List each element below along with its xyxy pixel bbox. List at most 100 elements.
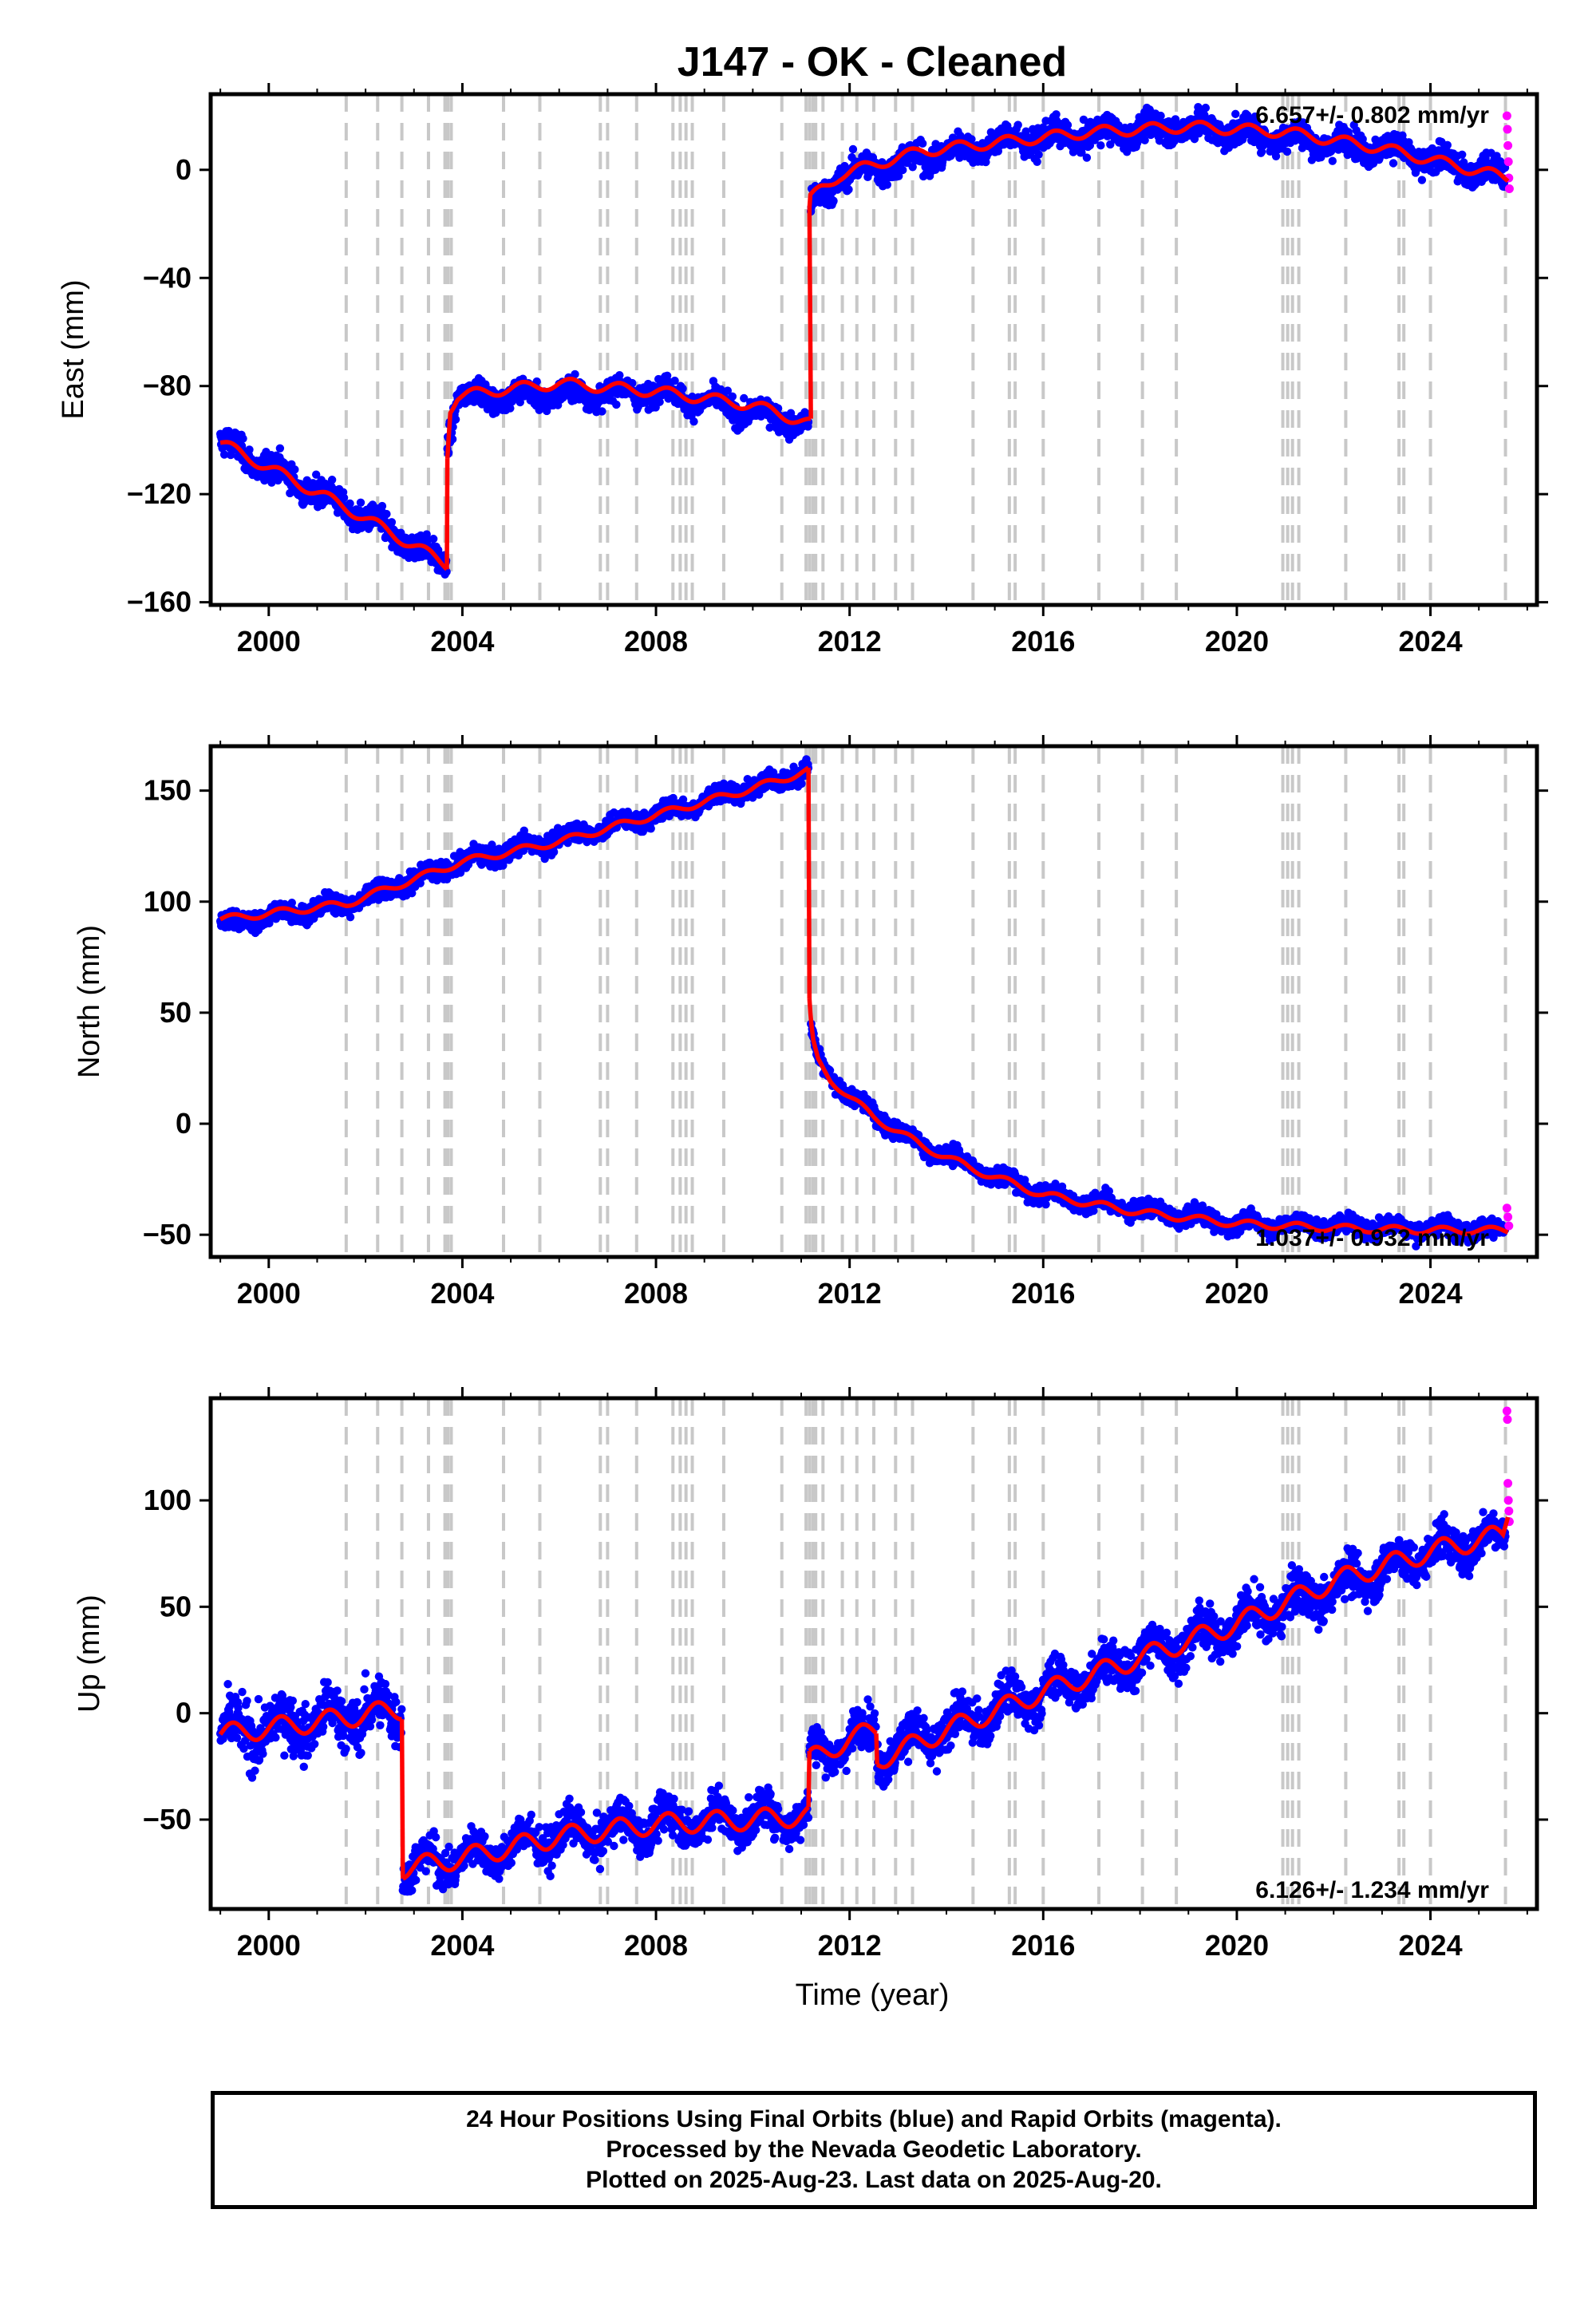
- rapid-orbit-point: [1504, 184, 1514, 194]
- final-orbit-point: [797, 779, 806, 788]
- final-orbit-point: [540, 854, 549, 864]
- x-tick-label: 2016: [1011, 625, 1075, 658]
- final-orbit-point: [1063, 121, 1073, 129]
- y-tick-label: 0: [176, 153, 192, 186]
- final-orbit-point: [927, 145, 937, 155]
- final-orbit-point: [563, 839, 572, 848]
- final-orbit-point: [646, 824, 655, 833]
- final-orbit-point: [688, 392, 697, 401]
- final-orbit-point: [356, 498, 365, 507]
- final-orbit-point: [918, 139, 927, 148]
- final-orbit-point: [1106, 140, 1115, 149]
- final-orbit-point: [499, 861, 508, 870]
- final-orbit-point: [689, 417, 698, 426]
- final-orbit-point: [451, 415, 460, 424]
- panel-frame: [208, 92, 1539, 607]
- final-orbit-point: [1021, 127, 1030, 136]
- final-orbit-point: [571, 370, 579, 379]
- final-orbit-point: [723, 386, 733, 395]
- final-orbit-point: [1271, 152, 1281, 160]
- final-orbit-point: [382, 509, 391, 519]
- final-orbit-point: [765, 423, 774, 432]
- x-tick-label: 2008: [624, 625, 688, 658]
- final-orbit-point: [1171, 115, 1180, 124]
- final-orbit-point: [1257, 147, 1266, 156]
- final-orbit-point: [219, 450, 229, 459]
- final-orbit-point: [327, 476, 337, 484]
- final-orbit-point: [883, 180, 892, 189]
- final-orbit-point: [1200, 110, 1209, 120]
- final-orbit-point: [286, 488, 294, 498]
- final-orbit-point: [290, 465, 299, 474]
- final-orbit-point: [1231, 109, 1240, 119]
- final-orbit-point: [1417, 176, 1427, 184]
- final-orbit-point: [1389, 159, 1398, 168]
- final-orbit-point: [844, 185, 853, 194]
- x-tick-label: 2012: [818, 625, 882, 658]
- panel-north: 2000 2004 2008 2012 2016 2020 2024150100500−50…: [73, 735, 1548, 1310]
- y-axis-label: East (mm): [57, 279, 90, 419]
- final-orbit-point: [1140, 136, 1149, 144]
- figure-title: J147 - OK - Cleaned: [678, 39, 1067, 85]
- final-orbit-point: [416, 879, 425, 887]
- final-orbit-point: [245, 445, 254, 454]
- final-orbit-point: [728, 392, 737, 401]
- y-tick-label: −40: [143, 261, 192, 294]
- plot-area: [215, 94, 1514, 605]
- model-offset-line: [444, 458, 450, 570]
- x-tick-label: 2020: [1205, 625, 1269, 658]
- final-orbit-point: [899, 165, 907, 175]
- final-orbit-point: [740, 393, 749, 403]
- final-orbit-point: [506, 404, 515, 413]
- final-orbit-point: [387, 518, 397, 527]
- final-orbit-point: [492, 409, 500, 417]
- final-orbit-point: [1282, 147, 1292, 156]
- final-orbit-point: [287, 898, 297, 907]
- final-orbit-point: [1052, 110, 1061, 119]
- final-orbit-point: [1079, 115, 1088, 124]
- final-orbit-point: [1358, 135, 1367, 144]
- model-line: [219, 440, 448, 571]
- rapid-orbit-point: [1503, 140, 1513, 150]
- panel-east: 2000 2004 2008 2012 2016 2020 20240−40−80−120−…: [57, 83, 1548, 658]
- y-tick-label: −120: [127, 477, 192, 510]
- final-orbit-point: [829, 196, 838, 205]
- final-orbit-point: [612, 400, 621, 409]
- final-orbit-point: [275, 444, 285, 453]
- final-orbit-point: [549, 848, 559, 856]
- final-orbit-point: [239, 434, 247, 443]
- final-orbit-point: [1082, 153, 1092, 162]
- final-orbit-point: [628, 378, 637, 388]
- final-orbit-point: [429, 535, 438, 543]
- rapid-orbit-point: [1502, 111, 1511, 121]
- x-tick-label: 2000: [237, 625, 301, 658]
- final-orbit-point: [1443, 140, 1452, 150]
- x-tick-label: 2024: [1399, 625, 1463, 658]
- final-orbit-point: [346, 912, 355, 922]
- final-orbit-point: [670, 376, 679, 385]
- final-orbit-point: [408, 888, 417, 898]
- final-orbit-point: [662, 371, 672, 380]
- final-orbit-point: [848, 144, 858, 154]
- final-orbit-point: [311, 470, 321, 479]
- final-orbit-point: [1253, 117, 1262, 126]
- panels: 2000 2004 2008 2012 2016 2020 20240−40−80−120−…: [57, 83, 1548, 1962]
- final-orbit-point: [1328, 156, 1337, 165]
- rapid-orbit-point: [1503, 157, 1513, 167]
- final-orbit-point: [1458, 150, 1467, 159]
- final-orbit-point: [678, 384, 687, 393]
- final-orbit-point: [1195, 128, 1203, 138]
- final-orbit-point: [377, 501, 387, 511]
- rapid-orbit-point: [1503, 124, 1512, 134]
- model-line: [807, 119, 1510, 209]
- final-orbit-point: [1201, 103, 1211, 113]
- model-offset-line: [807, 208, 813, 419]
- final-orbit-point: [516, 397, 524, 407]
- y-tick-label: −80: [143, 370, 192, 402]
- final-orbit-point: [1085, 141, 1095, 150]
- final-orbit-point: [908, 163, 917, 172]
- final-orbit-point: [346, 499, 354, 508]
- final-orbit-point: [1033, 157, 1041, 166]
- final-orbit-point: [598, 407, 606, 416]
